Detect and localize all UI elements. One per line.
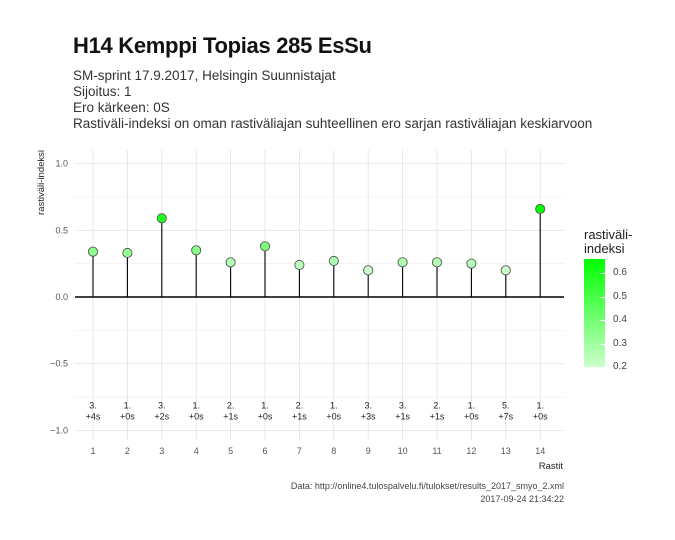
legend-title-line-1: rastiväli- bbox=[584, 227, 633, 242]
legend-tick-label: 0.2 bbox=[613, 361, 627, 372]
x-tick-label: 11 bbox=[432, 446, 441, 456]
rank-label: 2. bbox=[433, 401, 441, 411]
legend-title: rastiväli- indeksi bbox=[584, 228, 632, 256]
chart-title: H14 Kemppi Topias 285 EsSu bbox=[73, 33, 372, 58]
legend-tick-mark bbox=[600, 367, 605, 368]
rank-label: 1. bbox=[124, 401, 132, 411]
plot-panel bbox=[75, 150, 564, 440]
x-tick-label: 6 bbox=[262, 446, 267, 456]
time-diff-label: +1s bbox=[223, 412, 238, 422]
lollipop-point bbox=[259, 241, 271, 252]
x-tick-label: 1 bbox=[90, 446, 95, 456]
legend-tick-label: 0.5 bbox=[613, 290, 627, 302]
y-tick-label: 0.5 bbox=[55, 225, 68, 235]
lollipop-point bbox=[466, 258, 477, 269]
time-diff-label: +1s bbox=[292, 412, 307, 422]
y-axis-title: rastiväli-indeksi bbox=[36, 150, 47, 215]
time-diff-label: +1s bbox=[430, 412, 445, 422]
legend-title-line-2: indeksi bbox=[584, 241, 625, 256]
lollipop-point bbox=[191, 245, 202, 256]
legend-color-bar bbox=[584, 259, 605, 367]
legend-tick-mark bbox=[600, 296, 605, 298]
time-diff-label: +0s bbox=[120, 412, 135, 422]
lollipop-point bbox=[431, 257, 443, 268]
rank-label: 2. bbox=[227, 401, 235, 411]
x-tick-label: 7 bbox=[297, 446, 302, 456]
lollipop-point bbox=[328, 255, 339, 267]
time-diff-label: +7s bbox=[498, 412, 513, 422]
x-axis-title: Rastit bbox=[539, 461, 564, 472]
rank-label: 1. bbox=[261, 401, 269, 411]
lollipop-point bbox=[122, 247, 133, 259]
y-tick-label: −0.5 bbox=[50, 359, 68, 369]
x-tick-label: 8 bbox=[331, 446, 336, 456]
subtitle-description: Rastiväli-indeksi on oman rastiväliajan … bbox=[73, 116, 593, 131]
lollipop-point bbox=[294, 259, 305, 271]
time-diff-label: +0s bbox=[326, 412, 341, 422]
timestamp-caption: 2017-09-24 21:34:22 bbox=[480, 494, 564, 504]
data-source-caption: Data: http://online4.tulospalvelu.fi/tul… bbox=[290, 481, 564, 491]
x-tick-label: 5 bbox=[228, 446, 233, 456]
lollipop-point bbox=[500, 265, 511, 276]
lollipop-point bbox=[397, 257, 408, 268]
lollipop-point bbox=[363, 265, 374, 276]
rank-label: 3. bbox=[158, 401, 166, 411]
subtitle-rank: Sijoitus: 1 bbox=[73, 84, 132, 99]
rank-label: 1. bbox=[536, 401, 544, 411]
legend-tick-label: 0.6 bbox=[613, 267, 627, 279]
y-tick-label: 0.0 bbox=[55, 292, 68, 302]
x-tick-label: 4 bbox=[194, 446, 199, 456]
x-tick-label: 10 bbox=[398, 446, 408, 456]
time-diff-label: +0s bbox=[533, 412, 548, 422]
rank-label: 1. bbox=[330, 401, 338, 411]
rank-label: 3. bbox=[89, 401, 97, 411]
x-tick-label: 3 bbox=[159, 446, 164, 456]
time-diff-label: +0s bbox=[464, 412, 479, 422]
legend-tick-mark bbox=[600, 320, 605, 322]
lollipop-point bbox=[535, 203, 546, 215]
rank-label: 1. bbox=[192, 401, 200, 411]
rank-label: 2. bbox=[296, 401, 304, 411]
rank-label: 1. bbox=[468, 401, 476, 411]
legend-tick-label: 0.4 bbox=[613, 314, 627, 326]
x-tick-label: 12 bbox=[466, 446, 476, 456]
time-diff-label: +0s bbox=[258, 412, 273, 422]
time-diff-label: +3s bbox=[361, 412, 376, 422]
lollipop-point bbox=[225, 257, 236, 268]
lollipop-point bbox=[87, 246, 99, 257]
x-tick-label: 9 bbox=[366, 446, 371, 456]
subtitle-gap: Ero kärkeen: 0S bbox=[73, 100, 170, 115]
time-diff-label: +0s bbox=[189, 412, 204, 422]
y-tick-label: 1.0 bbox=[55, 159, 68, 169]
rank-label: 5. bbox=[502, 401, 510, 411]
time-diff-label: +1s bbox=[395, 412, 410, 422]
legend-tick-label: 0.3 bbox=[613, 337, 627, 349]
lollipop-point bbox=[156, 213, 167, 224]
legend-tick-mark bbox=[600, 343, 605, 345]
rank-label: 3. bbox=[399, 401, 407, 411]
time-diff-label: +2s bbox=[154, 412, 169, 422]
x-tick-label: 2 bbox=[125, 446, 130, 456]
subtitle-event: SM-sprint 17.9.2017, Helsingin Suunnista… bbox=[73, 68, 336, 83]
rank-label: 3. bbox=[364, 401, 372, 411]
x-tick-label: 14 bbox=[535, 446, 545, 456]
legend-tick-mark bbox=[600, 273, 605, 275]
y-tick-label: −1.0 bbox=[50, 425, 68, 435]
x-tick-label: 13 bbox=[501, 446, 511, 456]
time-diff-label: +4s bbox=[86, 412, 101, 422]
